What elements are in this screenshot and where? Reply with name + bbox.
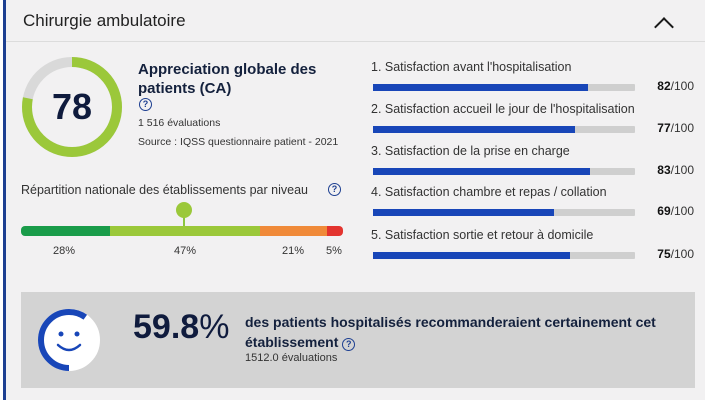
- global-score-title: Appreciation globale des patients (CA): [138, 61, 317, 97]
- satisfaction-item: 1. Satisfaction avant l'hospitalisation …: [371, 60, 701, 100]
- distribution-pct: 21%: [282, 245, 305, 257]
- recommendation-card: 59.8% des patients hospitalisés recomman…: [21, 292, 695, 388]
- satisfaction-bar-track: [373, 84, 635, 91]
- ambulatory-surgery-panel: Chirurgie ambulatoire 78 Appreciation gl…: [3, 0, 705, 400]
- position-marker-stem: [183, 212, 185, 226]
- panel-title: Chirurgie ambulatoire: [23, 11, 186, 30]
- recommendation-evaluations: 1512.0 évaluations: [245, 352, 338, 364]
- distribution-bar: [21, 226, 343, 236]
- help-icon[interactable]: ?: [139, 98, 152, 111]
- distribution-pct: 47%: [174, 245, 197, 257]
- satisfaction-score: 69/100: [657, 204, 694, 218]
- collapse-button[interactable]: [653, 6, 695, 38]
- global-score-gauge: [22, 57, 122, 157]
- satisfaction-bar-fill: [373, 209, 554, 216]
- satisfaction-bar-fill: [373, 252, 570, 259]
- panel-header[interactable]: Chirurgie ambulatoire: [6, 0, 705, 42]
- distribution-segment: [110, 226, 261, 236]
- satisfaction-score: 77/100: [657, 121, 694, 135]
- help-icon[interactable]: ?: [342, 338, 356, 351]
- satisfaction-bar-track: [373, 209, 635, 216]
- smiley-icon: [38, 309, 100, 371]
- global-source: Source : IQSS questionnaire patient - 20…: [138, 136, 339, 148]
- chevron-up-icon: [654, 17, 674, 37]
- satisfaction-item: 4. Satisfaction chambre et repas / colla…: [371, 185, 701, 225]
- satisfaction-item: 5. Satisfaction sortie et retour à domic…: [371, 228, 701, 268]
- satisfaction-bar-fill: [373, 84, 588, 91]
- satisfaction-bar-track: [373, 252, 635, 259]
- distribution-pct: 28%: [53, 245, 76, 257]
- help-icon[interactable]: ?: [328, 183, 341, 196]
- repartition-label: Répartition nationale des établissements…: [21, 183, 308, 197]
- satisfaction-bar-fill: [373, 126, 575, 133]
- distribution-segment: [21, 226, 111, 236]
- satisfaction-item: 3. Satisfaction de la prise en charge 83…: [371, 144, 701, 184]
- distribution-segment: [260, 226, 328, 236]
- satisfaction-item: 2. Satisfaction accueil le jour de l'hos…: [371, 102, 701, 142]
- satisfaction-label: 4. Satisfaction chambre et repas / colla…: [371, 185, 607, 199]
- satisfaction-label: 1. Satisfaction avant l'hospitalisation: [371, 60, 572, 74]
- satisfaction-score: 83/100: [657, 163, 694, 177]
- recommendation-percentage: 59.8%: [133, 308, 230, 346]
- satisfaction-label: 5. Satisfaction sortie et retour à domic…: [371, 228, 594, 242]
- gauge-arc: [22, 57, 122, 157]
- satisfaction-bar-track: [373, 168, 635, 175]
- recommendation-text: des patients hospitalisés recommanderaie…: [245, 314, 656, 351]
- satisfaction-bar-fill: [373, 168, 591, 175]
- satisfaction-label: 2. Satisfaction accueil le jour de l'hos…: [371, 102, 635, 116]
- satisfaction-bar-track: [373, 126, 635, 133]
- satisfaction-score: 82/100: [657, 79, 694, 93]
- distribution-pct: 5%: [326, 245, 342, 257]
- satisfaction-label: 3. Satisfaction de la prise en charge: [371, 144, 570, 158]
- position-marker: [176, 202, 192, 218]
- distribution-segment: [327, 226, 343, 236]
- global-evaluations: 1 516 évaluations: [138, 117, 221, 129]
- satisfaction-score: 75/100: [657, 247, 694, 261]
- global-score-value: 78: [51, 86, 93, 127]
